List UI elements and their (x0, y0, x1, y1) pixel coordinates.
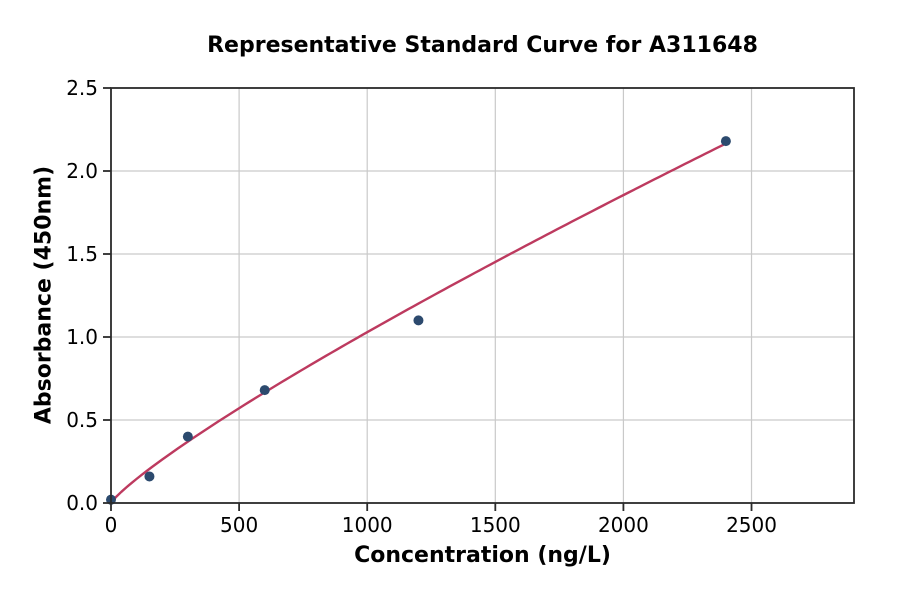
x-tick-label: 2000 (598, 513, 649, 537)
y-tick-label: 2.0 (66, 159, 98, 183)
x-axis-label: Concentration (ng/L) (354, 543, 611, 568)
data-point (720, 136, 731, 147)
axes-box (110, 87, 855, 504)
y-tick-label: 2.5 (66, 76, 98, 100)
y-tick-label: 1.0 (66, 325, 98, 349)
y-axis-label: Absorbance (450nm) (31, 165, 57, 425)
data-point (182, 431, 193, 442)
x-tick-label: 1000 (342, 513, 393, 537)
fit-curve-line (109, 142, 728, 505)
data-point (144, 471, 155, 482)
x-tick-label: 2500 (726, 513, 777, 537)
y-tick-label: 1.5 (66, 242, 98, 266)
x-tick-label: 1500 (470, 513, 521, 537)
y-tick-label: 0.0 (66, 491, 98, 515)
x-tick-label: 0 (105, 513, 118, 537)
data-point (259, 385, 270, 396)
x-tick-label: 500 (220, 513, 258, 537)
data-point (413, 315, 424, 326)
chart-title: Representative Standard Curve for A31164… (207, 33, 758, 58)
y-tick-label: 0.5 (66, 408, 98, 432)
